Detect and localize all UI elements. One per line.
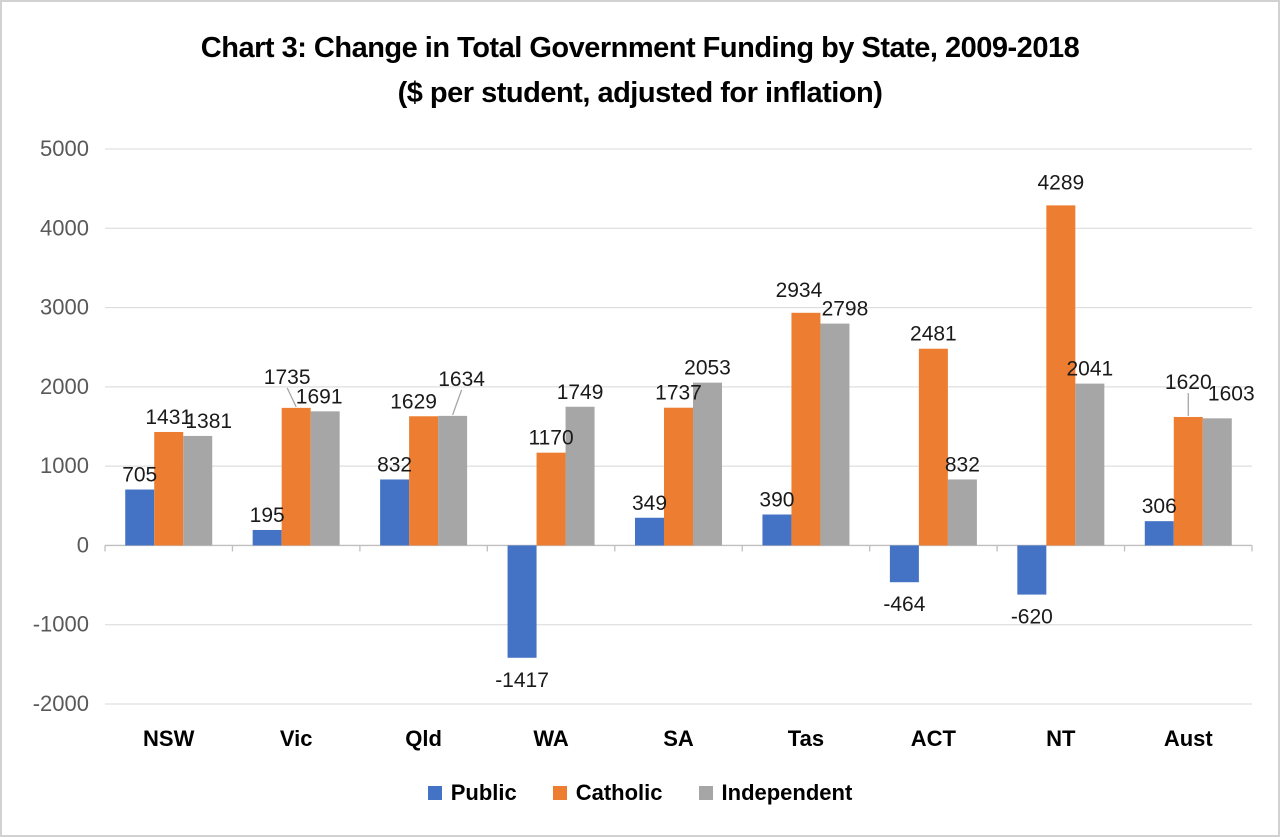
data-label-independent-tas: 2798	[822, 298, 869, 321]
x-category-label-tas: Tas	[788, 726, 824, 751]
legend-item-independent: Independent	[698, 780, 853, 806]
x-category-label-vic: Vic	[280, 726, 313, 751]
bar-public-tas	[762, 514, 792, 546]
x-category-label-wa: WA	[533, 726, 569, 751]
data-label-independent-act: 832	[945, 453, 980, 476]
data-label-public-wa: -1417	[495, 669, 549, 692]
leader-line	[451, 389, 463, 416]
bar-independent-vic	[310, 411, 340, 546]
data-label-independent-wa: 1749	[557, 381, 604, 404]
bar-independent-qld	[438, 415, 468, 546]
data-label-independent-nt: 2041	[1066, 358, 1113, 381]
bar-independent-aust	[1202, 418, 1232, 546]
x-category-label-nsw: NSW	[143, 726, 195, 751]
y-tick-label: 3000	[40, 295, 89, 320]
bar-catholic-tas	[791, 312, 821, 546]
legend-item-catholic: Catholic	[552, 780, 663, 806]
y-tick-label: 4000	[40, 215, 89, 240]
data-label-catholic-nsw: 1431	[145, 406, 192, 429]
bar-public-vic	[252, 529, 282, 546]
bar-independent-act	[947, 479, 977, 546]
bar-independent-nt	[1075, 383, 1105, 546]
legend-swatch-catholic	[552, 786, 567, 800]
bar-public-wa	[507, 545, 537, 658]
bar-public-nsw	[125, 489, 155, 546]
data-label-public-nsw: 705	[122, 464, 157, 487]
bar-catholic-qld	[409, 416, 439, 546]
data-label-independent-aust: 1603	[1208, 382, 1255, 405]
bar-catholic-sa	[664, 407, 693, 546]
legend-item-public: Public	[427, 780, 517, 806]
chart-subtitle: ($ per student, adjusted for inflation)	[397, 77, 883, 109]
bar-catholic-nt	[1046, 205, 1076, 546]
data-label-catholic-act: 2481	[910, 323, 957, 346]
x-category-label-nt: NT	[1046, 726, 1076, 751]
legend-label-catholic: Catholic	[575, 780, 663, 805]
y-tick-label: 5000	[40, 136, 89, 161]
bar-catholic-act	[918, 348, 948, 546]
data-label-independent-vic: 1691	[296, 385, 343, 408]
y-tick-label: 1000	[40, 453, 89, 478]
data-label-catholic-sa: 1737	[655, 382, 702, 405]
legend-label-public: Public	[450, 780, 517, 805]
data-label-independent-sa: 2053	[684, 357, 731, 380]
bar-public-sa	[635, 517, 664, 546]
x-category-label-sa: SA	[663, 726, 694, 751]
bar-public-qld	[380, 479, 410, 546]
data-label-catholic-wa: 1170	[528, 427, 573, 450]
data-label-catholic-qld: 1629	[390, 390, 437, 413]
data-label-public-act: -464	[883, 593, 925, 616]
bar-independent-wa	[565, 406, 595, 546]
x-category-label-qld: Qld	[405, 726, 442, 751]
legend: Public Catholic Independent	[2, 780, 1278, 806]
data-label-catholic-tas: 2934	[776, 279, 823, 302]
bar-catholic-wa	[536, 452, 566, 546]
x-category-label-aust: Aust	[1164, 726, 1214, 751]
data-label-independent-nsw: 1381	[185, 410, 232, 433]
leader-line	[286, 387, 297, 408]
x-category-label-act: ACT	[911, 726, 957, 751]
y-tick-label: 0	[77, 532, 89, 557]
data-label-public-qld: 832	[377, 453, 412, 476]
bar-catholic-aust	[1173, 416, 1203, 546]
chart-title-block: Chart 3: Change in Total Government Fund…	[2, 26, 1278, 116]
data-label-catholic-aust: 1620	[1165, 371, 1212, 394]
legend-label-independent: Independent	[721, 780, 853, 805]
y-tick-label: -2000	[33, 691, 89, 716]
bar-catholic-vic	[281, 407, 311, 546]
data-label-public-aust: 306	[1142, 495, 1177, 518]
data-label-public-vic: 195	[250, 504, 285, 527]
bar-catholic-nsw	[154, 431, 184, 546]
bar-public-nt	[1017, 545, 1047, 595]
data-label-catholic-vic: 1735	[264, 366, 311, 389]
data-label-independent-qld: 1634	[438, 368, 485, 391]
chart-title: Chart 3: Change in Total Government Fund…	[200, 32, 1080, 64]
data-label-public-tas: 390	[759, 489, 794, 512]
y-tick-label: 2000	[40, 374, 89, 399]
legend-swatch-public	[427, 786, 442, 800]
bar-public-aust	[1144, 521, 1174, 546]
bar-public-act	[889, 545, 919, 583]
data-label-public-nt: -620	[1011, 606, 1053, 629]
plot-area: 5000 4000 3000 2000 1000 0 -1000 -2000 705 143113…	[33, 136, 1255, 751]
data-label-public-sa: 349	[632, 492, 667, 515]
bar-independent-tas	[820, 323, 850, 546]
bar-independent-nsw	[183, 435, 213, 546]
y-tick-label: -1000	[33, 612, 89, 637]
data-label-catholic-nt: 4289	[1037, 171, 1084, 194]
bar-independent-sa	[693, 382, 722, 546]
legend-swatch-independent	[698, 786, 713, 800]
